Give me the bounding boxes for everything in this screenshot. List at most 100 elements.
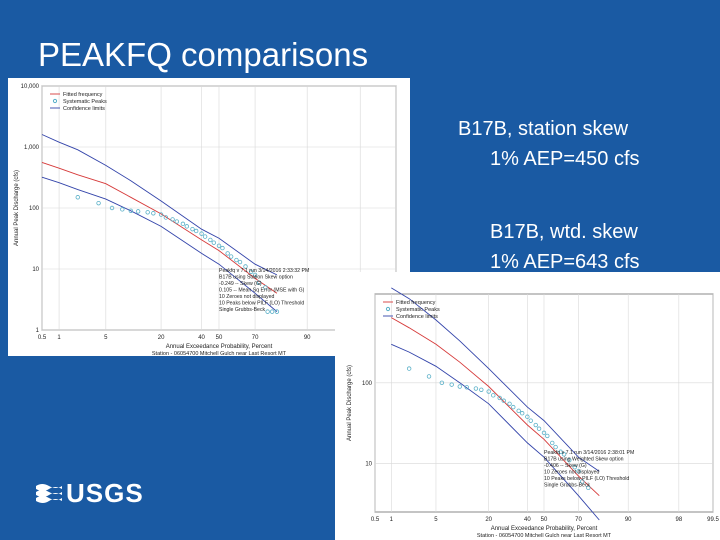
weighted-skew-heading: B17B, wtd. skew (490, 221, 638, 243)
systematic-peak-point (533, 422, 538, 428)
usgs-wave-icon (36, 483, 62, 503)
x-tick-label: 70 (252, 335, 259, 341)
legend-label: Systematic Peaks (63, 99, 107, 105)
systematic-peak-point (96, 200, 101, 206)
systematic-peak-point (457, 384, 462, 389)
systematic-peak-point (486, 389, 491, 394)
annotation-line: Peakfq v 7.1 run 3/14/2016 2:38:01 PM (544, 450, 634, 456)
x-axis-label: Annual Exceedance Probability, Percent (491, 526, 598, 532)
legend-label: Systematic Peaks (396, 307, 440, 313)
legend-label: Fitted frequency (63, 92, 103, 98)
weighted-skew-plot: 99.5 98 90 70 50 40 20 5 1 0.5 100 10 Fitted frequen… (335, 272, 720, 540)
legend-label: Confidence limits (63, 106, 105, 112)
y-tick-label: 10 (32, 267, 39, 273)
x-tick-label: 98 (675, 517, 682, 523)
y-tick-label: 100 (362, 381, 373, 387)
x-axis-label: Annual Exceedance Probability, Percent (166, 344, 273, 350)
y-tick-label: 10,000 (21, 84, 40, 90)
systematic-peak-point (541, 430, 547, 436)
annotation-line: 10 Peaks below PILF (LO) Threshold (219, 301, 304, 307)
station-skew-heading: B17B, station skew (458, 118, 629, 140)
systematic-peak-point (120, 207, 125, 212)
station-skew-chart: 99.5989070504020510.510,0001,000100101Fi… (14, 84, 402, 356)
systematic-peak-point (545, 433, 550, 439)
y-tick-label: 1 (36, 328, 40, 334)
fitted-frequency-line (41, 161, 278, 294)
x-tick-label: 70 (575, 517, 582, 523)
y-axis-label: Annual Peak Discharge (cfs) (347, 365, 353, 441)
x-tick-label: 40 (524, 517, 531, 523)
slide-title: PEAKFQ comparisons (38, 36, 369, 73)
systematic-peak-point (406, 366, 412, 371)
fitted-frequency-line (391, 317, 600, 497)
systematic-peak-point (180, 221, 186, 227)
weighted-skew-aep: 1% AEP=643 cfs (490, 251, 640, 273)
x-tick-label: 1 (390, 517, 394, 523)
weighted-skew-chart: 99.5 98 90 70 50 40 20 5 1 0.5 100 10 Fitted frequen… (347, 287, 719, 539)
systematic-peak-point (145, 210, 150, 215)
y-tick-label: 1,000 (24, 145, 40, 151)
systematic-peak-point (243, 264, 248, 269)
systematic-peak-point (216, 243, 222, 249)
x-tick-label: 50 (216, 335, 223, 341)
x-tick-label: 0.5 (371, 517, 380, 523)
systematic-peak-point (558, 449, 563, 454)
station-label: Station - 06054700 Mitchell Gulch near L… (477, 533, 612, 539)
systematic-peak-point (473, 386, 479, 391)
systematic-peak-point (184, 224, 190, 229)
systematic-peak-point (511, 404, 516, 410)
legend-label: Confidence limits (396, 314, 438, 320)
systematic-peak-point (497, 395, 502, 401)
confidence-limit-line (391, 287, 600, 472)
systematic-peak-point (220, 245, 225, 251)
systematic-peak-point (174, 219, 180, 224)
station-skew-aep: 1% AEP=450 cfs (490, 148, 640, 170)
station-skew-text: B17B, station skew 1% AEP=450 cfs (458, 114, 640, 174)
x-tick-label: 0.5 (38, 335, 47, 341)
systematic-peak-point (158, 212, 164, 217)
y-axis-label: Annual Peak Discharge (cfs) (14, 170, 20, 246)
systematic-peak-point (516, 408, 521, 414)
confidence-limit-line (41, 176, 278, 312)
systematic-peak-point (151, 211, 156, 216)
systematic-peak-point (208, 237, 213, 243)
x-tick-label: 20 (485, 517, 492, 523)
systematic-peak-point (211, 240, 217, 245)
usgs-logo-text: USGS (66, 478, 144, 508)
systematic-peak-point (479, 387, 484, 392)
confidence-limit-line (391, 343, 600, 521)
systematic-peak-point (491, 393, 496, 398)
systematic-peak-point (536, 426, 542, 431)
y-tick-label: 100 (29, 206, 40, 212)
systematic-peak-point (274, 309, 280, 314)
confidence-limit-line (41, 134, 278, 276)
systematic-peak-point (128, 208, 134, 213)
weighted-skew-text: B17B, wtd. skew 1% AEP=643 cfs (458, 217, 640, 277)
x-tick-label: 90 (625, 517, 632, 523)
systematic-peak-point (550, 440, 555, 446)
x-tick-label: 99.5 (707, 517, 719, 523)
annotation-line: -0.249 -- Skew (G) (219, 281, 262, 287)
systematic-peak-point (449, 382, 454, 387)
systematic-peak-point (252, 272, 258, 278)
systematic-peak-point (193, 228, 199, 234)
x-tick-label: 20 (158, 335, 165, 341)
station-label: Station - 06054700 Mitchell Gulch near L… (152, 351, 287, 356)
systematic-peak-point (109, 205, 115, 211)
systematic-peak-point (561, 452, 567, 457)
annotation-line: 10 Zeroes not displayed (219, 294, 274, 300)
systematic-peak-point (248, 269, 254, 274)
annotation-line: Single Grubbs-Beck (544, 483, 591, 489)
systematic-peak-point (519, 411, 525, 416)
annotation-line: B17B using Weighted Skew option (544, 457, 624, 463)
systematic-peak-point (576, 469, 581, 474)
x-tick-label: 5 (104, 335, 108, 341)
usgs-logo: USGS (36, 478, 144, 509)
systematic-peak-point (263, 285, 268, 290)
legend-marker (385, 306, 391, 312)
systematic-peak-point (439, 380, 445, 386)
systematic-peak-point (228, 254, 234, 259)
systematic-peak-point (237, 259, 243, 265)
systematic-peak-point (234, 257, 239, 263)
x-tick-label: 90 (304, 335, 311, 341)
